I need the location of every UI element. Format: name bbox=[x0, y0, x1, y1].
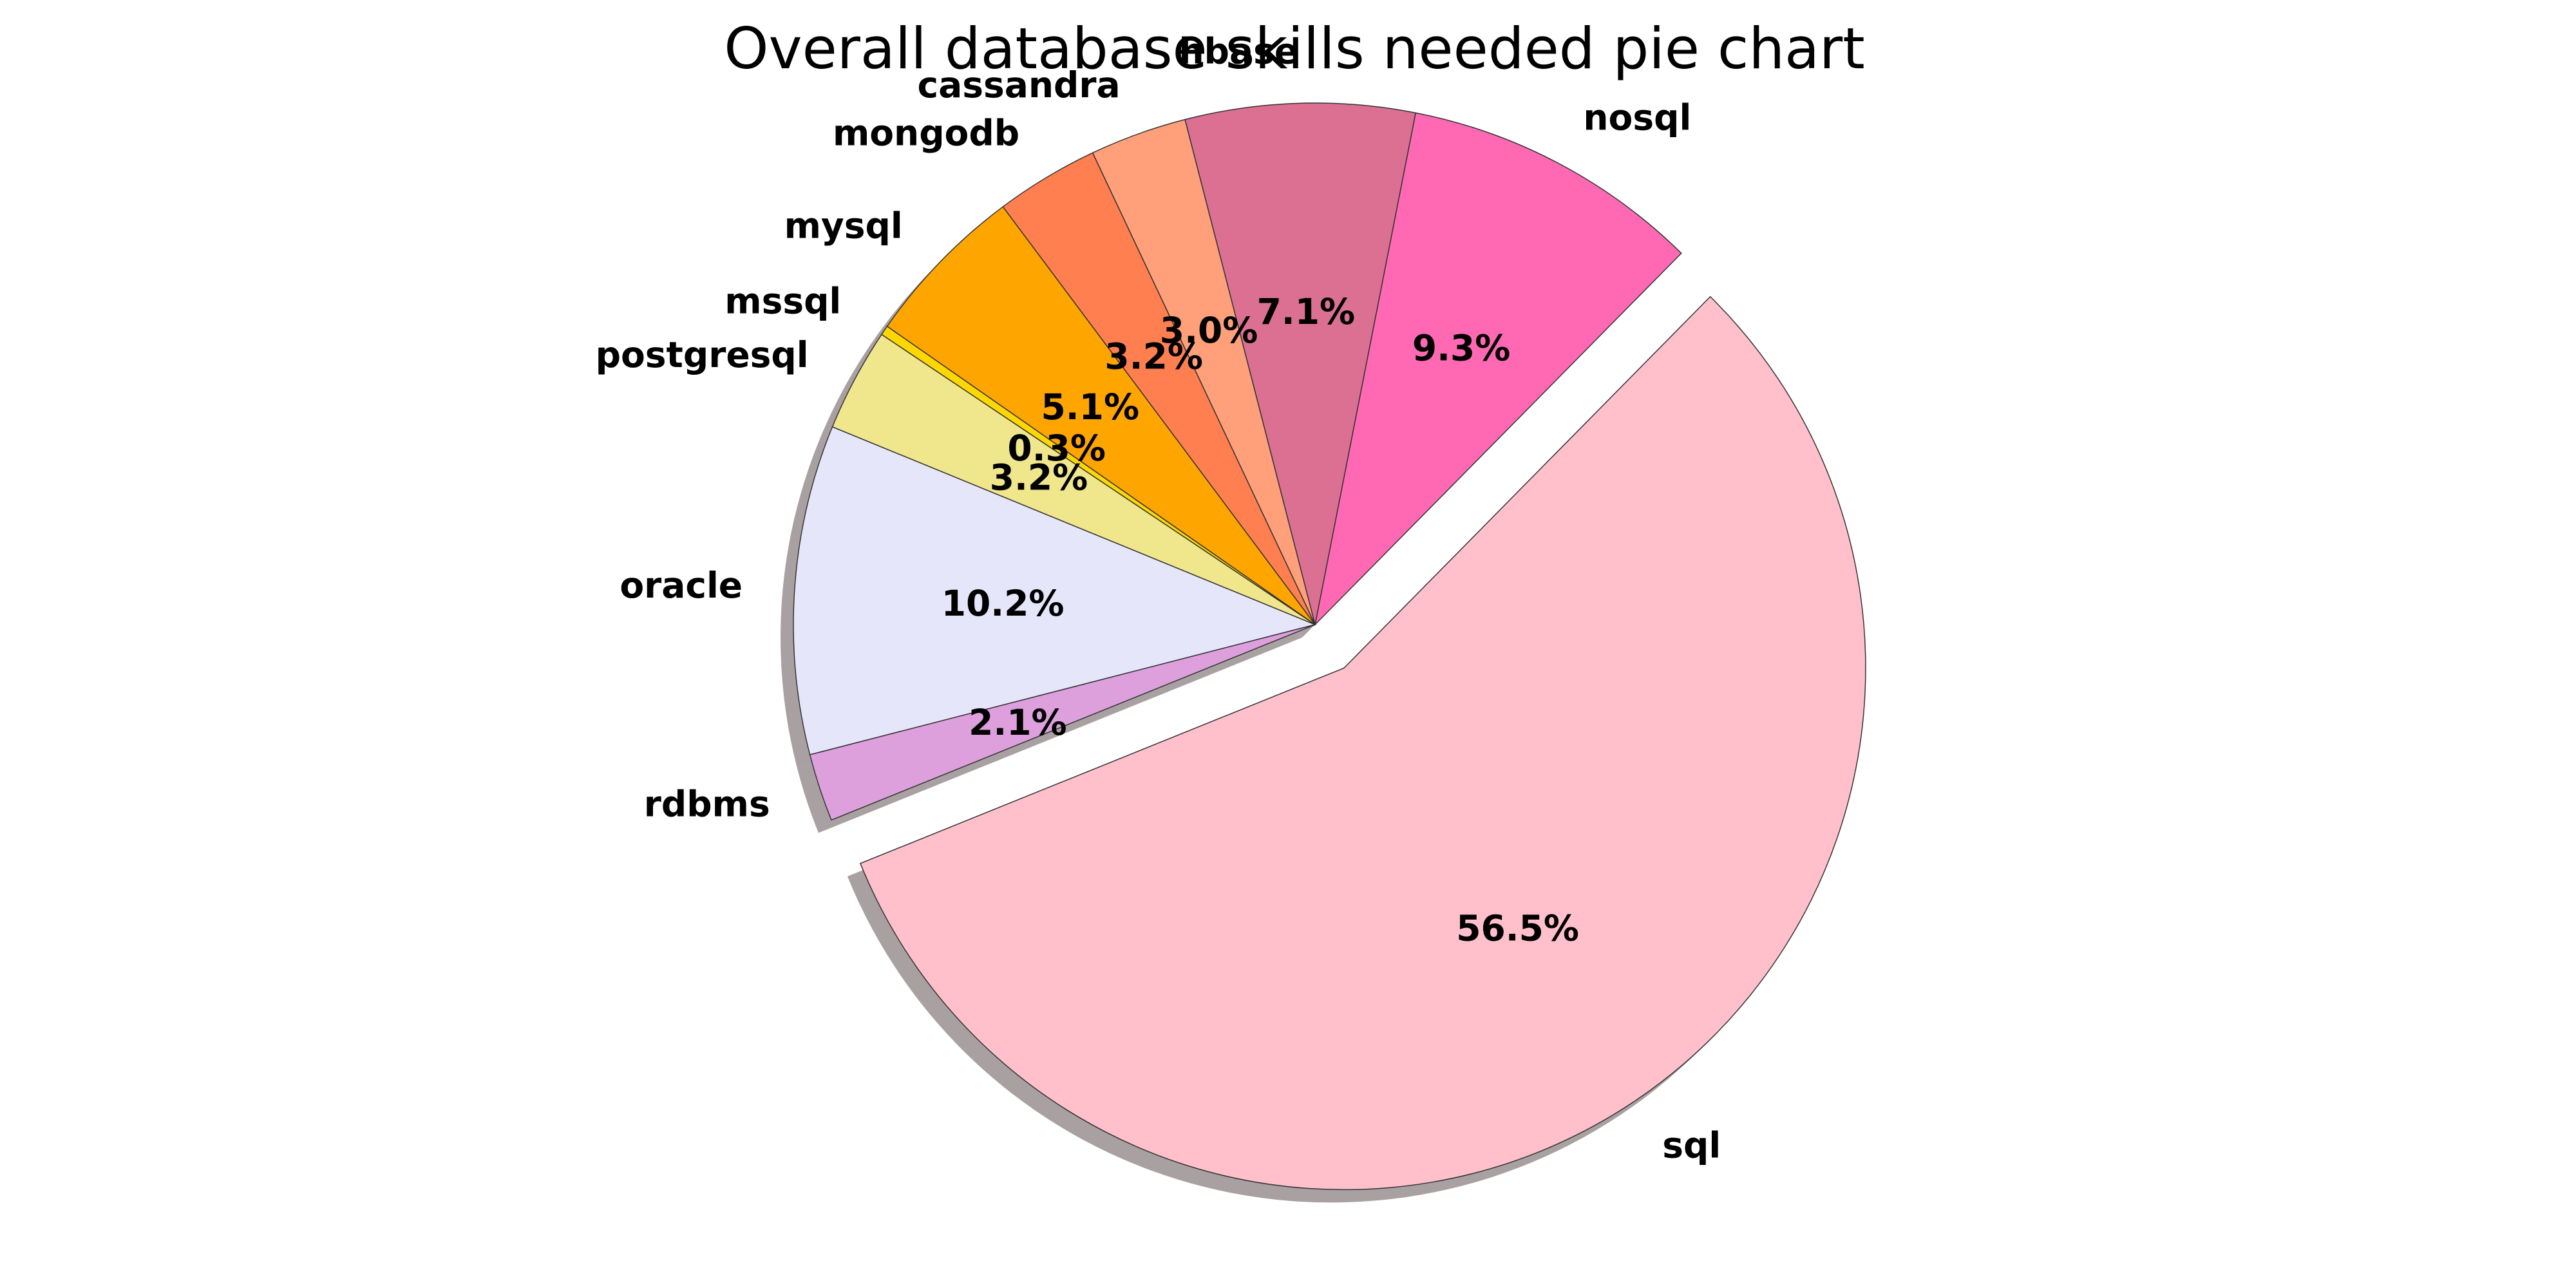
slice-sql bbox=[859, 296, 1866, 1191]
percent-label-mysql: 5.1% bbox=[1041, 386, 1140, 428]
pie-slices bbox=[793, 102, 1866, 1191]
percent-label-postgresql: 3.2% bbox=[990, 457, 1088, 498]
category-label-mssql: mssql bbox=[724, 280, 841, 321]
percent-label-oracle: 10.2% bbox=[942, 583, 1065, 624]
slice-shadow-rdbms bbox=[797, 638, 1302, 833]
percent-label-rdbms: 2.1% bbox=[969, 702, 1067, 743]
category-labels: sql nosql hbase cassandra mongodb mysql mssql p… bbox=[596, 30, 1721, 1166]
category-label-rdbms: rdbms bbox=[644, 784, 770, 825]
percent-label-nosql: 9.3% bbox=[1412, 327, 1511, 368]
percent-label-mongodb: 3.2% bbox=[1104, 336, 1203, 377]
slice-nosql bbox=[1314, 112, 1682, 627]
category-label-mongodb: mongodb bbox=[833, 112, 1019, 153]
category-label-cassandra: cassandra bbox=[918, 64, 1121, 106]
slice-mysql bbox=[886, 206, 1316, 625]
slice-rdbms bbox=[809, 624, 1316, 821]
category-label-postgresql: postgresql bbox=[596, 334, 809, 375]
percent-label-cassandra: 3.0% bbox=[1160, 310, 1258, 351]
percent-label-hbase: 7.1% bbox=[1257, 291, 1356, 332]
percent-label-sql: 56.5% bbox=[1456, 908, 1579, 949]
category-label-oracle: oracle bbox=[620, 565, 743, 606]
chart-title: Overall database skills needed pie chart bbox=[724, 15, 1864, 82]
category-label-mysql: mysql bbox=[784, 205, 903, 246]
slice-oracle bbox=[793, 426, 1317, 755]
category-label-sql: sql bbox=[1662, 1125, 1721, 1166]
category-label-hbase: hbase bbox=[1179, 30, 1299, 71]
percent-labels: 56.5%9.3%7.1%3.0%3.2%5.1%0.3%3.2%10.2%2.… bbox=[942, 291, 1579, 949]
percent-label-mssql: 0.3% bbox=[1007, 428, 1106, 469]
slice-hbase bbox=[1184, 102, 1417, 625]
category-label-nosql: nosql bbox=[1583, 97, 1691, 138]
